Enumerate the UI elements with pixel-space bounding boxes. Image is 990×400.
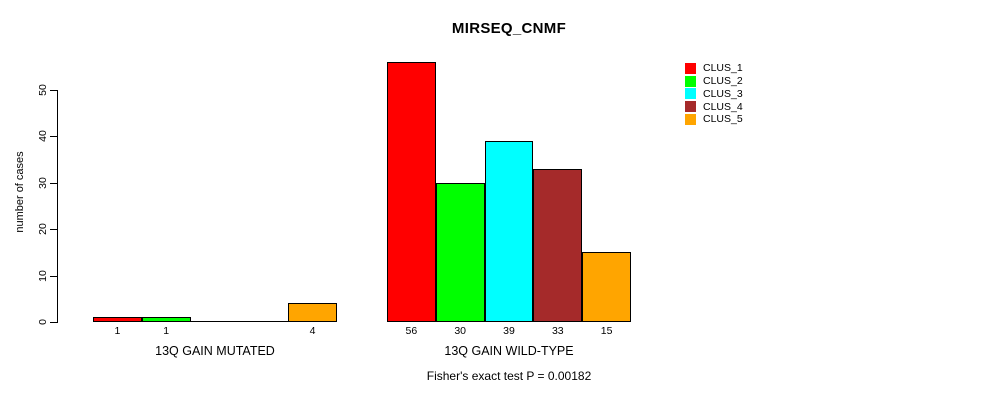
- bar-clus_2: [141, 317, 191, 322]
- bar-value-label: 4: [309, 325, 316, 337]
- bar-clus_5: [288, 303, 337, 322]
- legend-label: CLUS_2: [703, 74, 743, 87]
- y-axis-label: number of cases: [14, 151, 26, 233]
- bar-value-label: 39: [503, 325, 515, 337]
- legend: CLUS_1 CLUS_2 CLUS_3 CLUS_4 CLUS_5: [685, 62, 743, 126]
- bar-value-label: 30: [454, 325, 467, 337]
- y-axis-tick: [50, 136, 57, 138]
- legend-row: CLUS_2: [685, 75, 743, 88]
- bar-value-label: 56: [405, 325, 418, 337]
- bar-clus_3-zero: [190, 321, 240, 322]
- bar-clus_4-zero: [239, 321, 289, 322]
- y-axis-tick-label: 0: [37, 319, 49, 325]
- chart-title: MIRSEQ_CNMF: [451, 20, 567, 37]
- legend-swatch-icon: [685, 62, 696, 74]
- legend-swatch-icon: [685, 101, 696, 113]
- y-axis-tick-label: 50: [37, 84, 49, 96]
- bar-clus_3: [484, 141, 534, 322]
- legend-label: CLUS_3: [703, 87, 743, 100]
- bar-value-label: 15: [600, 325, 613, 337]
- legend-row: CLUS_4: [685, 100, 743, 113]
- y-axis-tick-label: 40: [37, 130, 49, 143]
- legend-row: CLUS_5: [685, 113, 743, 126]
- x-axis-category-label: 13Q GAIN MUTATED: [155, 344, 275, 358]
- legend-swatch-icon: [685, 114, 696, 126]
- fisher-test-annotation: Fisher's exact test P = 0.00182: [426, 369, 592, 383]
- y-axis-tick-label: 10: [37, 269, 49, 282]
- legend-label: CLUS_4: [703, 100, 743, 113]
- y-axis-tick-label: 20: [37, 223, 49, 236]
- y-axis-tick: [50, 229, 57, 231]
- legend-swatch-icon: [685, 75, 696, 87]
- legend-label: CLUS_5: [703, 113, 743, 126]
- y-axis-line: [57, 90, 58, 323]
- bar-clus_1: [387, 62, 436, 322]
- legend-row: CLUS_3: [685, 88, 743, 101]
- bar-clus_1: [93, 317, 142, 322]
- legend-label: CLUS_1: [703, 62, 743, 75]
- y-axis-tick: [50, 90, 57, 91]
- bar-clus_5: [582, 252, 631, 322]
- y-axis-tick: [50, 182, 57, 184]
- legend-row: CLUS_1: [685, 62, 743, 75]
- y-axis-tick: [50, 322, 57, 323]
- x-axis-category-label: 13Q GAIN WILD-TYPE: [444, 344, 574, 358]
- bar-clus_4: [533, 168, 583, 322]
- y-axis-tick: [50, 275, 57, 277]
- legend-swatch-icon: [685, 88, 696, 100]
- bar-value-label: 1: [114, 325, 121, 337]
- bar-value-label: 1: [163, 325, 170, 337]
- bar-value-label: 33: [551, 325, 564, 337]
- bar-clus_2: [435, 182, 485, 322]
- y-axis-tick-label: 30: [37, 176, 49, 189]
